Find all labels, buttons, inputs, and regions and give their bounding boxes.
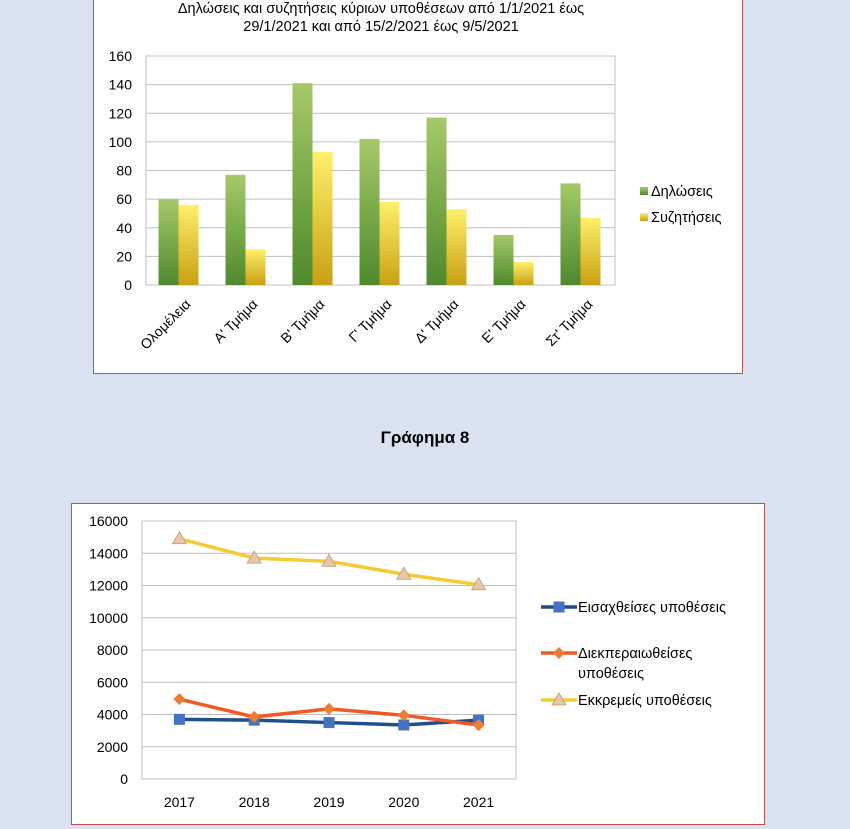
y-tick-label: 4000 xyxy=(97,707,128,723)
x-category-label: Ολομέλεια xyxy=(137,296,194,353)
bar-chart-panel: Δηλώσεις και συζητήσεις κύριων υποθέσεων… xyxy=(93,0,743,374)
bar xyxy=(426,117,447,285)
legend-label: Συζητήσεις xyxy=(651,210,722,226)
bar-chart: Δηλώσεις και συζητήσεις κύριων υποθέσεων… xyxy=(109,1,722,353)
x-tick-label: 2017 xyxy=(164,794,195,810)
y-tick-label: 16000 xyxy=(89,513,128,529)
x-category-label: Γ' Τμήμα xyxy=(345,296,394,345)
legend-label: Εκκρεμείς υποθέσεις xyxy=(578,693,712,709)
bar xyxy=(580,217,601,285)
legend-swatch xyxy=(640,213,648,221)
y-tick-label: 80 xyxy=(116,163,132,179)
bar xyxy=(379,201,400,285)
data-point xyxy=(398,719,410,731)
bar xyxy=(446,209,467,285)
y-tick-label: 12000 xyxy=(89,578,128,594)
data-point xyxy=(323,717,335,729)
x-category-label: Ε' Τμήμα xyxy=(478,296,528,346)
y-tick-label: 10000 xyxy=(89,610,128,626)
y-tick-label: 20 xyxy=(116,248,132,264)
data-point xyxy=(246,550,262,564)
data-point xyxy=(470,576,487,591)
y-tick-label: 8000 xyxy=(97,642,128,658)
data-point xyxy=(551,692,567,706)
y-tick-label: 120 xyxy=(109,105,133,121)
legend-label: Εισαχθείσες υποθέσεις xyxy=(578,600,726,616)
bar xyxy=(158,199,179,285)
data-point xyxy=(321,553,337,567)
y-tick-label: 140 xyxy=(109,77,133,93)
data-point xyxy=(248,710,261,723)
bar xyxy=(493,234,514,285)
bar xyxy=(560,183,581,285)
data-point xyxy=(553,601,565,613)
bar xyxy=(225,174,246,285)
bar xyxy=(292,83,313,285)
bar xyxy=(312,151,333,285)
y-tick-label: 2000 xyxy=(97,739,128,755)
x-tick-label: 2020 xyxy=(388,794,419,810)
y-tick-label: 0 xyxy=(120,771,128,787)
y-tick-label: 60 xyxy=(116,191,132,207)
data-point xyxy=(323,702,335,715)
bar xyxy=(513,262,534,285)
x-tick-label: 2019 xyxy=(313,794,344,810)
y-tick-label: 14000 xyxy=(89,545,128,561)
chart-title-line: 29/1/2021 και από 15/2/2021 έως 9/5/2021 xyxy=(243,19,519,35)
x-category-label: Στ' Τμήμα xyxy=(542,296,595,349)
x-category-label: Β' Τμήμα xyxy=(277,296,327,346)
legend-label: Δηλώσεις xyxy=(651,184,713,200)
data-point xyxy=(553,647,565,659)
data-point xyxy=(173,713,185,725)
y-tick-label: 100 xyxy=(109,134,133,150)
data-point xyxy=(171,530,188,545)
x-tick-label: 2021 xyxy=(463,794,494,810)
chart-title-line: Δηλώσεις και συζητήσεις κύριων υποθέσεων… xyxy=(178,1,584,17)
x-tick-label: 2018 xyxy=(239,794,270,810)
y-tick-label: 160 xyxy=(109,48,133,64)
data-point xyxy=(472,718,485,731)
line-chart-panel: 0 2000 4000 6000 8000 10000 12000 14000 16000 201… xyxy=(71,503,765,825)
y-tick-label: 40 xyxy=(116,220,132,236)
data-point xyxy=(397,709,410,722)
legend-label: υποθέσεις xyxy=(578,666,644,682)
line-chart: 0 2000 4000 6000 8000 10000 12000 14000 16000 201… xyxy=(89,513,726,810)
legend-swatch xyxy=(640,187,648,195)
legend-label: Διεκπεραιωθείσες xyxy=(578,646,692,662)
data-point xyxy=(173,693,186,706)
data-point xyxy=(396,566,412,580)
y-tick-label: 6000 xyxy=(97,674,128,690)
x-category-label: Δ' Τμήμα xyxy=(411,296,461,346)
bar xyxy=(359,139,380,285)
bar xyxy=(245,249,266,285)
bar xyxy=(178,204,199,285)
y-tick-label: 0 xyxy=(124,277,132,293)
x-category-label: Α' Τμήμα xyxy=(210,296,260,346)
figure-caption: Γράφημα 8 xyxy=(380,428,470,447)
